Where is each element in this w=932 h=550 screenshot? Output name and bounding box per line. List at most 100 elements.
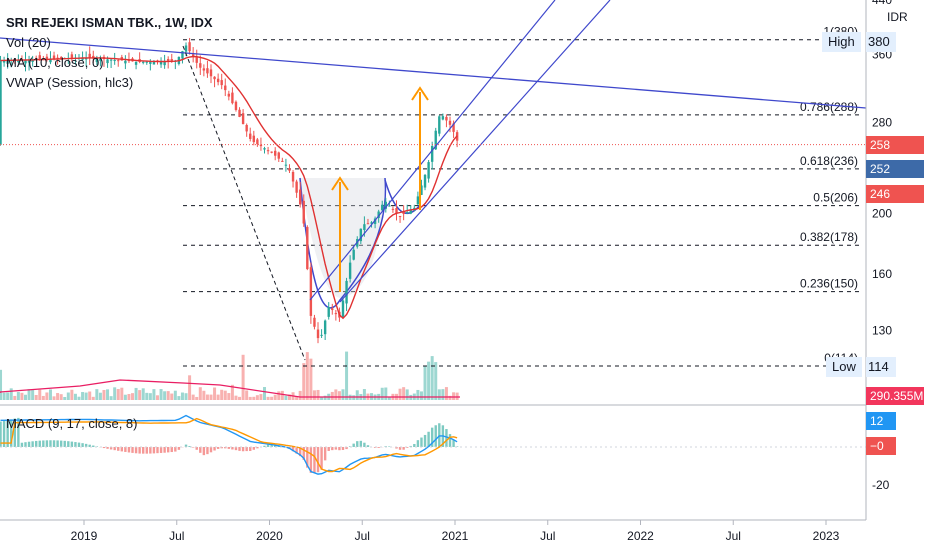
volume-bar — [334, 389, 338, 400]
volume-bars — [0, 351, 460, 400]
volume-bar — [320, 396, 324, 400]
volume-bar — [148, 393, 152, 400]
macd-legend[interactable]: MACD (9, 17, close, 8) — [6, 416, 138, 431]
macd-histogram-bar — [117, 447, 120, 451]
channel-upper — [309, 0, 556, 301]
macd-histogram-bar — [416, 440, 420, 447]
candle-body — [388, 205, 391, 207]
indicator-vwap[interactable]: VWAP (Session, hlc3) — [6, 75, 134, 90]
candle-body — [252, 135, 256, 143]
low-tag: Low — [826, 357, 862, 377]
volume-bar — [113, 387, 117, 400]
vwap-price-box: 246 — [866, 185, 924, 203]
macd-histogram-bar — [309, 447, 313, 473]
time-tick-label: 2021 — [442, 529, 469, 543]
macd-histogram-bar — [452, 440, 455, 447]
candle-body — [284, 164, 288, 166]
candle-body — [166, 59, 170, 61]
macd-histogram-bar — [38, 440, 41, 447]
candle-body — [134, 61, 138, 65]
macd-histogram-bar — [323, 447, 327, 461]
volume-bar — [141, 388, 145, 400]
volume-bar — [31, 390, 35, 400]
volume-bar — [120, 387, 124, 400]
volume-bar — [48, 389, 52, 400]
candle-body — [224, 85, 227, 91]
macd-histogram-bar — [320, 447, 323, 470]
volume-bar — [23, 394, 27, 400]
macd-histogram-bar — [70, 441, 74, 447]
symbol-title[interactable]: SRI REJEKI ISMAN TBK., 1W, IDX — [6, 15, 213, 30]
macd-histogram-bar — [231, 447, 234, 450]
volume-bar — [316, 389, 320, 400]
candle-body — [31, 59, 34, 62]
volume-bar — [355, 390, 359, 400]
candle-body — [405, 212, 409, 214]
macd-histogram-bar — [174, 447, 177, 452]
macd-histogram-bar — [256, 447, 259, 449]
macd-histogram-bar — [216, 447, 220, 449]
macd-histogram-bar — [245, 447, 248, 452]
macd-histogram-bar — [17, 417, 20, 447]
candle-body — [234, 101, 238, 110]
candle-body — [199, 63, 202, 68]
cup-shade — [300, 178, 385, 299]
volume-box: 290.355M — [866, 387, 924, 405]
candle-body — [56, 57, 59, 59]
macd-histogram-bar — [427, 431, 430, 447]
macd-histogram-bar — [59, 440, 63, 447]
macd-histogram-bar — [227, 447, 231, 449]
macd-histogram-bar — [352, 443, 355, 447]
volume-bar — [209, 394, 213, 400]
fib-label: 0.5(206) — [813, 191, 858, 205]
macd-histogram-bar — [156, 447, 159, 454]
candle-body — [17, 59, 20, 63]
candle-body — [27, 59, 31, 63]
macd-histogram-bar — [298, 447, 302, 457]
macd-histogram-bar — [166, 447, 170, 453]
volume-bar — [73, 393, 77, 400]
price-tick-label: 160 — [872, 267, 892, 281]
indicator-vol[interactable]: Vol (20) — [6, 35, 51, 50]
volume-bar — [455, 392, 459, 400]
macd-histogram-bar — [13, 418, 16, 447]
candle-body — [113, 59, 116, 61]
volume-bar — [152, 389, 156, 400]
macd-histogram-bar — [338, 447, 341, 451]
volume-bar — [302, 363, 306, 400]
volume-bar — [434, 362, 438, 400]
macd-histogram-bar — [224, 447, 227, 449]
currency-label[interactable]: IDR — [887, 10, 908, 24]
macd-histogram-bar — [291, 447, 295, 452]
grid-lines — [83, 520, 827, 525]
macd-histogram-bar — [331, 447, 334, 451]
fib-label: 0.382(178) — [800, 230, 858, 244]
volume-bar — [437, 389, 441, 400]
macd-histogram-bar — [120, 447, 124, 452]
price-tick-label: 200 — [872, 207, 892, 221]
macd-histogram-bar — [102, 447, 106, 449]
volume-bar — [205, 394, 209, 400]
time-tick-label: Jul — [169, 529, 184, 543]
fib-label: 0.618(236) — [800, 154, 858, 168]
indicator-ma[interactable]: MA (10, close, 0) — [6, 55, 104, 70]
volume-bar — [177, 396, 181, 400]
macd-histogram-bar — [434, 425, 437, 447]
candle-body — [359, 228, 363, 242]
volume-bar — [441, 389, 445, 400]
volume-bar — [59, 394, 63, 400]
macd-histogram-bar — [34, 440, 38, 447]
volume-bar — [387, 396, 391, 400]
volume-bar — [227, 393, 231, 400]
macd-histogram-bar — [138, 447, 141, 454]
macd-histogram-bar — [327, 447, 330, 451]
volume-bar — [102, 389, 106, 400]
volume-bar — [45, 392, 49, 400]
candle-body — [6, 60, 9, 64]
candle-body — [274, 150, 277, 156]
volume-ma-line — [0, 379, 460, 398]
candle-body — [366, 223, 370, 225]
candle-body — [448, 120, 452, 125]
volume-bar — [384, 387, 388, 400]
